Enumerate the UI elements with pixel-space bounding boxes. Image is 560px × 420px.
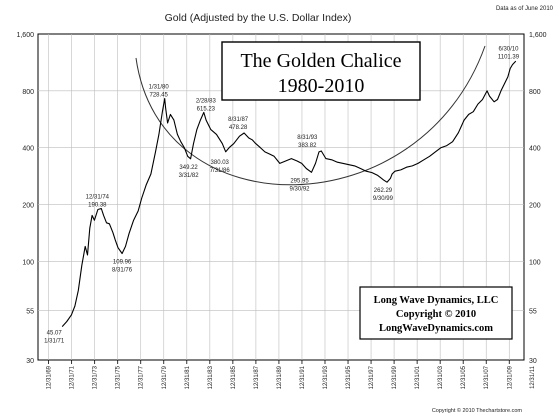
y-tick-label-left: 100 <box>22 259 34 266</box>
x-tick-label: 12/31/87 <box>254 365 260 389</box>
x-tick-label: 12/31/01 <box>415 365 421 389</box>
y-axis-left: 30 55 100 200 400 800 1,600 <box>16 32 34 365</box>
annotation-line1: 295.95 <box>290 178 309 184</box>
annotation-line1: 262.29 <box>374 188 393 194</box>
annotation-line2: 190.38 <box>88 203 107 209</box>
x-tick-label: 12/31/89 <box>277 365 283 389</box>
annotation-line2: 3/31/82 <box>179 173 200 179</box>
y-tick-label-left: 200 <box>22 202 34 209</box>
annotation-line2: 9/30/92 <box>290 186 311 192</box>
y-tick-label-right: 1,600 <box>529 32 547 39</box>
y-tick-label-right: 400 <box>529 146 541 153</box>
x-tick-label: 12/31/97 <box>369 365 375 389</box>
annotation-line1: 45.07 <box>47 331 63 337</box>
x-tick-label: 12/31/99 <box>392 365 398 389</box>
price-series <box>61 60 517 327</box>
credit-box-line3: LongWaveDynamics.com <box>379 323 493 334</box>
annotation-line1: 349.22 <box>179 165 198 171</box>
credit-box: Long Wave Dynamics, LLC Copyright © 2010… <box>359 286 513 340</box>
annotation-line1: 1/31/80 <box>149 85 170 91</box>
title-box-line1: The Golden Chalice <box>240 50 401 72</box>
x-tick-label: 12/31/77 <box>139 365 145 389</box>
annotation-line1: 2/28/83 <box>196 98 217 104</box>
credit-box-line1: Long Wave Dynamics, LLC <box>374 295 499 306</box>
y-tick-label-left: 55 <box>26 308 34 315</box>
annotation-line1: 8/31/87 <box>228 117 249 123</box>
annotation-line2: 7/31/86 <box>210 168 231 174</box>
x-tick-label: 12/31/11 <box>530 365 536 389</box>
annotation-line2: 1101.39 <box>498 55 520 61</box>
annotation-line2: 8/31/76 <box>112 268 133 274</box>
annotation-line2: 615.23 <box>197 106 216 112</box>
annotation-line2: 478.28 <box>229 125 248 131</box>
credit-box-frame <box>359 286 513 340</box>
x-tick-label: 12/31/81 <box>185 365 191 389</box>
annotation-line2: 9/30/99 <box>373 196 394 202</box>
y-tick-label-right: 200 <box>529 202 541 209</box>
y-tick-label-left: 1,600 <box>16 32 34 39</box>
annotation-line2: 728.45 <box>150 93 169 99</box>
credit-box-line2: Copyright © 2010 <box>396 309 476 320</box>
annotation-line1: 6/30/10 <box>498 47 519 53</box>
annotation-line1: 12/31/74 <box>86 195 110 201</box>
y-tick-label-left: 800 <box>22 89 34 96</box>
chart-title: Gold (Adjusted by the U.S. Dollar Index) <box>165 12 352 24</box>
x-tick-label: 12/31/93 <box>323 365 329 389</box>
y-tick-label-left: 30 <box>26 358 34 365</box>
x-tick-label: 12/31/69 <box>47 365 53 389</box>
x-tick-label: 12/31/75 <box>116 365 122 389</box>
y-tick-label-right: 100 <box>529 259 541 266</box>
title-box: The Golden Chalice 1980-2010 <box>221 41 421 101</box>
x-tick-label: 12/31/79 <box>162 365 168 389</box>
x-tick-label: 12/31/73 <box>93 365 99 389</box>
y-axis-right: 30 55 100 200 400 800 1,600 <box>529 32 547 365</box>
title-box-frame <box>221 41 421 101</box>
x-tick-label: 12/31/83 <box>208 365 214 389</box>
x-tick-label: 12/31/85 <box>231 365 237 389</box>
title-box-line2: 1980-2010 <box>278 75 365 97</box>
x-axis: 12/31/69 12/31/71 12/31/73 12/31/75 12/31/77… <box>47 360 536 389</box>
chalice-curve <box>135 45 486 186</box>
annotation-line1: 109.96 <box>113 260 132 266</box>
y-tick-label-left: 400 <box>22 146 34 153</box>
y-tick-label-right: 30 <box>529 358 537 365</box>
y-tick-label-right: 800 <box>529 89 541 96</box>
x-tick-label: 12/31/05 <box>461 365 467 389</box>
annotation-line2: 383.82 <box>298 143 317 149</box>
chalice-arc <box>135 45 486 186</box>
annotation-line1: 380.03 <box>211 160 230 166</box>
y-tick-label-right: 55 <box>529 308 537 315</box>
x-tick-label: 12/31/91 <box>300 365 306 389</box>
price-annotations: 45.07 1/31/71 12/31/74 190.38 109.96 8/31/76 1… <box>44 47 520 345</box>
footer-copyright: Copyright © 2010 Thechartstore.com <box>432 407 523 414</box>
x-tick-label: 12/31/07 <box>484 365 490 389</box>
x-tick-label: 12/31/09 <box>507 365 513 389</box>
annotation-line2: 1/31/71 <box>44 339 65 345</box>
data-note: Data as of June 2010 <box>496 6 554 12</box>
x-tick-label: 12/31/71 <box>70 365 76 389</box>
annotation-line1: 8/31/93 <box>297 135 318 141</box>
gold-price-line <box>61 60 517 327</box>
x-tick-label: 12/31/95 <box>346 365 352 389</box>
x-tick-label: 12/31/03 <box>438 365 444 389</box>
